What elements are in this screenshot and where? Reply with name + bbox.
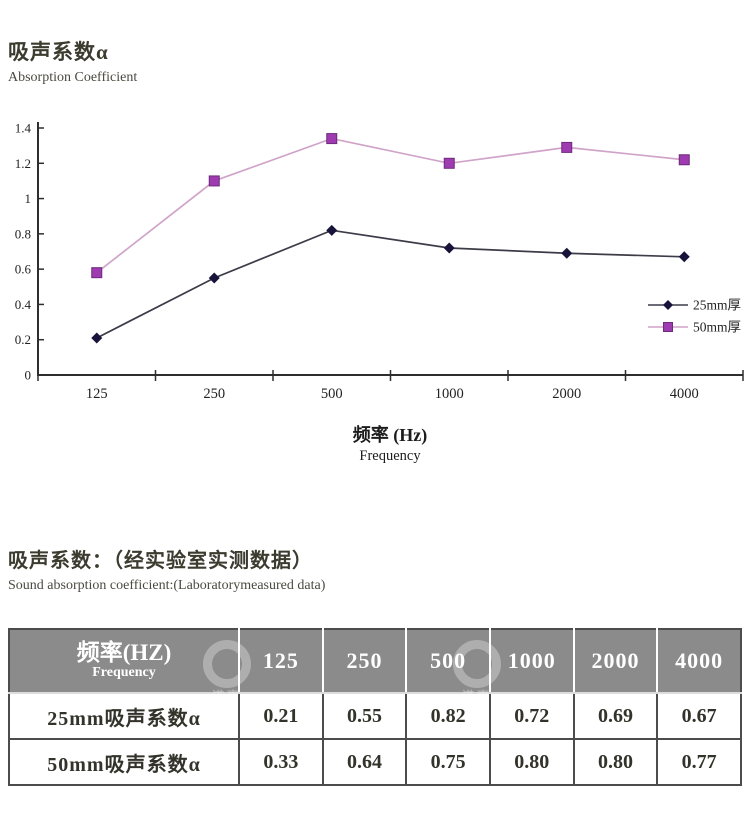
header-cell-250: 250 bbox=[322, 629, 408, 694]
header-frequency-en: Frequency bbox=[92, 665, 156, 681]
y-tick-label: 1.4 bbox=[15, 121, 32, 136]
header-cell-125: 125 bbox=[239, 629, 324, 694]
value-cell: 0.80 bbox=[488, 738, 575, 786]
data-point-25mm bbox=[326, 224, 338, 236]
value-cell: 0.75 bbox=[405, 738, 491, 786]
table-header-row: 频率(HZ) Frequency 125 250 500 1000 2000 4000 bbox=[9, 629, 742, 694]
header-cell-frequency: 频率(HZ) Frequency bbox=[9, 629, 240, 694]
legend-label: 50mm厚 bbox=[693, 320, 741, 335]
header-cell-2000: 2000 bbox=[573, 629, 659, 694]
x-tick-label: 4000 bbox=[670, 386, 699, 402]
data-point-25mm bbox=[561, 247, 573, 259]
data-point-50mm bbox=[678, 154, 690, 166]
absorption-coefficient-line-chart: 0 0.2 0.4 0.6 0.8 1 1.2 1.4 125 250 500 1000 2000 400… bbox=[15, 121, 744, 464]
x-tick-label: 500 bbox=[321, 386, 343, 402]
data-point-25mm bbox=[678, 251, 690, 263]
legend-marker-icon bbox=[663, 300, 673, 310]
y-tick-label: 1.2 bbox=[15, 156, 31, 171]
value-cell: 0.77 bbox=[656, 738, 742, 786]
section-subtitle: Sound absorption coefficient:(Laboratory… bbox=[8, 578, 326, 593]
y-tick-label: 0.6 bbox=[15, 262, 32, 277]
y-tick-label: 0.8 bbox=[15, 226, 31, 241]
section-header: 吸声系数：（经实验室实测数据） Sound absorption coeffic… bbox=[8, 544, 325, 594]
table-row: 50mm吸声系数α 0.33 0.64 0.75 0.80 0.80 0.77 bbox=[8, 738, 742, 786]
y-tick-label: 1 bbox=[25, 191, 32, 206]
data-point-50mm bbox=[561, 141, 573, 153]
value-cell: 0.69 bbox=[572, 692, 659, 740]
value-cell: 0.64 bbox=[321, 738, 408, 786]
header-cell-500: 500 bbox=[406, 629, 491, 694]
x-tick-label: 1000 bbox=[435, 386, 464, 402]
x-axis-title-en: Frequency bbox=[359, 448, 421, 464]
header-frequency-zh: 频率(HZ) bbox=[76, 639, 172, 665]
row-label: 50mm吸声系数α bbox=[8, 738, 240, 786]
x-tick-label: 250 bbox=[203, 386, 225, 402]
data-point-25mm bbox=[208, 272, 220, 284]
value-cell: 0.72 bbox=[488, 692, 575, 740]
data-point-50mm bbox=[326, 133, 338, 145]
data-point-50mm bbox=[91, 267, 103, 279]
data-point-50mm bbox=[443, 157, 455, 169]
data-point-50mm bbox=[208, 175, 220, 187]
value-cell: 0.67 bbox=[656, 692, 742, 740]
header-cell-1000: 1000 bbox=[489, 629, 575, 694]
page-title: 吸声系数α bbox=[8, 40, 109, 64]
header-cell-4000: 4000 bbox=[657, 629, 742, 694]
value-cell: 0.33 bbox=[238, 738, 324, 786]
page-header: 吸声系数α Absorption Coefficient bbox=[8, 36, 137, 86]
data-point-25mm bbox=[443, 242, 455, 254]
value-cell: 0.82 bbox=[405, 692, 491, 740]
legend-marker-icon bbox=[663, 322, 673, 332]
value-cell: 0.21 bbox=[238, 692, 324, 740]
table-row: 25mm吸声系数α 0.21 0.55 0.82 0.72 0.69 0.67 bbox=[8, 692, 742, 740]
series-line-25mm bbox=[96, 229, 685, 339]
x-tick-label: 2000 bbox=[552, 386, 581, 402]
absorption-table-wrap: 诺声 诺声 频率(HZ) Frequency 125 250 500 1000 2000… bbox=[8, 628, 742, 786]
page-subtitle: Absorption Coefficient bbox=[8, 70, 138, 85]
absorption-data-table: 频率(HZ) Frequency 125 250 500 1000 2000 4000 2… bbox=[8, 628, 742, 786]
legend-label: 25mm厚 bbox=[693, 298, 741, 313]
y-tick-label: 0.4 bbox=[15, 297, 32, 312]
value-cell: 0.80 bbox=[572, 738, 659, 786]
series-line-50mm bbox=[96, 137, 685, 274]
y-tick-label: 0.2 bbox=[15, 332, 31, 347]
y-tick-label: 0 bbox=[25, 368, 32, 383]
x-tick-label: 125 bbox=[86, 386, 108, 402]
value-cell: 0.55 bbox=[321, 692, 408, 740]
data-point-25mm bbox=[91, 332, 103, 344]
row-label: 25mm吸声系数α bbox=[8, 692, 240, 740]
section-title: 吸声系数：（经实验室实测数据） bbox=[8, 550, 313, 572]
x-axis-title-zh: 频率 (Hz) bbox=[353, 424, 427, 446]
